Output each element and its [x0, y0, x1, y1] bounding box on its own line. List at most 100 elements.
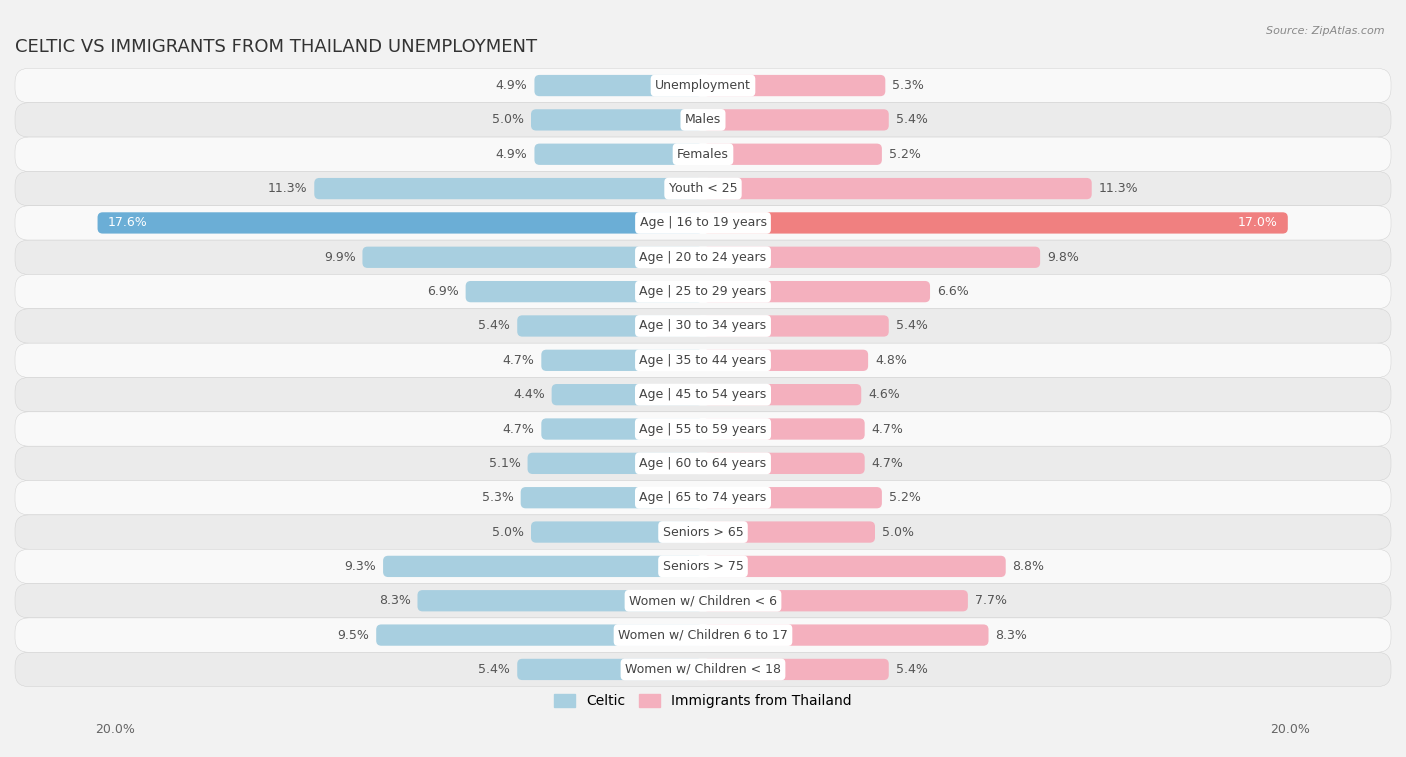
Text: 4.4%: 4.4%: [513, 388, 544, 401]
Text: 9.5%: 9.5%: [337, 628, 370, 642]
Text: 20.0%: 20.0%: [1271, 723, 1310, 736]
Text: Age | 25 to 29 years: Age | 25 to 29 years: [640, 285, 766, 298]
Text: Seniors > 75: Seniors > 75: [662, 560, 744, 573]
FancyBboxPatch shape: [377, 625, 703, 646]
Text: 4.7%: 4.7%: [502, 354, 534, 367]
Text: 8.3%: 8.3%: [378, 594, 411, 607]
Text: 5.3%: 5.3%: [893, 79, 924, 92]
Text: 9.9%: 9.9%: [323, 251, 356, 263]
Text: 11.3%: 11.3%: [1098, 182, 1139, 195]
FancyBboxPatch shape: [15, 618, 1391, 653]
Text: Seniors > 65: Seniors > 65: [662, 525, 744, 538]
FancyBboxPatch shape: [541, 419, 703, 440]
Text: 4.8%: 4.8%: [875, 354, 907, 367]
Legend: Celtic, Immigrants from Thailand: Celtic, Immigrants from Thailand: [548, 689, 858, 714]
Text: 4.9%: 4.9%: [496, 148, 527, 160]
FancyBboxPatch shape: [15, 68, 1391, 103]
Text: Women w/ Children < 18: Women w/ Children < 18: [626, 663, 780, 676]
FancyBboxPatch shape: [703, 212, 1288, 234]
FancyBboxPatch shape: [703, 178, 1091, 199]
Text: 5.4%: 5.4%: [478, 319, 510, 332]
FancyBboxPatch shape: [703, 522, 875, 543]
Text: 4.7%: 4.7%: [872, 422, 904, 435]
Text: 5.3%: 5.3%: [482, 491, 513, 504]
FancyBboxPatch shape: [418, 590, 703, 612]
Text: 20.0%: 20.0%: [96, 723, 135, 736]
Text: Age | 20 to 24 years: Age | 20 to 24 years: [640, 251, 766, 263]
FancyBboxPatch shape: [703, 590, 967, 612]
Text: Age | 45 to 54 years: Age | 45 to 54 years: [640, 388, 766, 401]
FancyBboxPatch shape: [534, 75, 703, 96]
FancyBboxPatch shape: [703, 625, 988, 646]
Text: 5.4%: 5.4%: [896, 319, 928, 332]
FancyBboxPatch shape: [382, 556, 703, 577]
Text: 5.4%: 5.4%: [896, 114, 928, 126]
FancyBboxPatch shape: [527, 453, 703, 474]
FancyBboxPatch shape: [363, 247, 703, 268]
FancyBboxPatch shape: [15, 378, 1391, 412]
Text: Age | 65 to 74 years: Age | 65 to 74 years: [640, 491, 766, 504]
Text: Age | 55 to 59 years: Age | 55 to 59 years: [640, 422, 766, 435]
FancyBboxPatch shape: [531, 109, 703, 130]
Text: 8.8%: 8.8%: [1012, 560, 1045, 573]
FancyBboxPatch shape: [15, 103, 1391, 137]
Text: 6.6%: 6.6%: [936, 285, 969, 298]
Text: 4.6%: 4.6%: [868, 388, 900, 401]
FancyBboxPatch shape: [15, 343, 1391, 378]
Text: 17.0%: 17.0%: [1237, 217, 1278, 229]
Text: Source: ZipAtlas.com: Source: ZipAtlas.com: [1267, 26, 1385, 36]
Text: 17.6%: 17.6%: [108, 217, 148, 229]
FancyBboxPatch shape: [703, 247, 1040, 268]
FancyBboxPatch shape: [703, 419, 865, 440]
Text: Males: Males: [685, 114, 721, 126]
Text: 11.3%: 11.3%: [267, 182, 308, 195]
Text: Unemployment: Unemployment: [655, 79, 751, 92]
FancyBboxPatch shape: [15, 171, 1391, 206]
FancyBboxPatch shape: [15, 584, 1391, 618]
FancyBboxPatch shape: [703, 316, 889, 337]
FancyBboxPatch shape: [315, 178, 703, 199]
FancyBboxPatch shape: [541, 350, 703, 371]
FancyBboxPatch shape: [15, 412, 1391, 446]
Text: 5.1%: 5.1%: [489, 457, 520, 470]
FancyBboxPatch shape: [703, 487, 882, 509]
FancyBboxPatch shape: [15, 275, 1391, 309]
FancyBboxPatch shape: [703, 453, 865, 474]
Text: 4.7%: 4.7%: [502, 422, 534, 435]
FancyBboxPatch shape: [15, 446, 1391, 481]
FancyBboxPatch shape: [703, 75, 886, 96]
Text: 9.3%: 9.3%: [344, 560, 377, 573]
FancyBboxPatch shape: [517, 316, 703, 337]
Text: 4.7%: 4.7%: [872, 457, 904, 470]
FancyBboxPatch shape: [15, 309, 1391, 343]
Text: 9.8%: 9.8%: [1047, 251, 1078, 263]
FancyBboxPatch shape: [15, 137, 1391, 171]
Text: Age | 35 to 44 years: Age | 35 to 44 years: [640, 354, 766, 367]
Text: Age | 16 to 19 years: Age | 16 to 19 years: [640, 217, 766, 229]
Text: 5.2%: 5.2%: [889, 148, 921, 160]
FancyBboxPatch shape: [15, 206, 1391, 240]
Text: Women w/ Children 6 to 17: Women w/ Children 6 to 17: [619, 628, 787, 642]
Text: Age | 60 to 64 years: Age | 60 to 64 years: [640, 457, 766, 470]
Text: 7.7%: 7.7%: [974, 594, 1007, 607]
Text: Age | 30 to 34 years: Age | 30 to 34 years: [640, 319, 766, 332]
FancyBboxPatch shape: [703, 556, 1005, 577]
Text: 5.0%: 5.0%: [882, 525, 914, 538]
Text: 5.0%: 5.0%: [492, 114, 524, 126]
Text: 6.9%: 6.9%: [427, 285, 458, 298]
FancyBboxPatch shape: [703, 144, 882, 165]
FancyBboxPatch shape: [520, 487, 703, 509]
Text: Females: Females: [678, 148, 728, 160]
Text: Youth < 25: Youth < 25: [669, 182, 737, 195]
Text: 5.4%: 5.4%: [896, 663, 928, 676]
Text: 4.9%: 4.9%: [496, 79, 527, 92]
FancyBboxPatch shape: [15, 653, 1391, 687]
FancyBboxPatch shape: [517, 659, 703, 680]
FancyBboxPatch shape: [703, 281, 929, 302]
FancyBboxPatch shape: [15, 481, 1391, 515]
FancyBboxPatch shape: [703, 659, 889, 680]
Text: 8.3%: 8.3%: [995, 628, 1028, 642]
FancyBboxPatch shape: [465, 281, 703, 302]
Text: CELTIC VS IMMIGRANTS FROM THAILAND UNEMPLOYMENT: CELTIC VS IMMIGRANTS FROM THAILAND UNEMP…: [15, 38, 537, 56]
FancyBboxPatch shape: [703, 109, 889, 130]
